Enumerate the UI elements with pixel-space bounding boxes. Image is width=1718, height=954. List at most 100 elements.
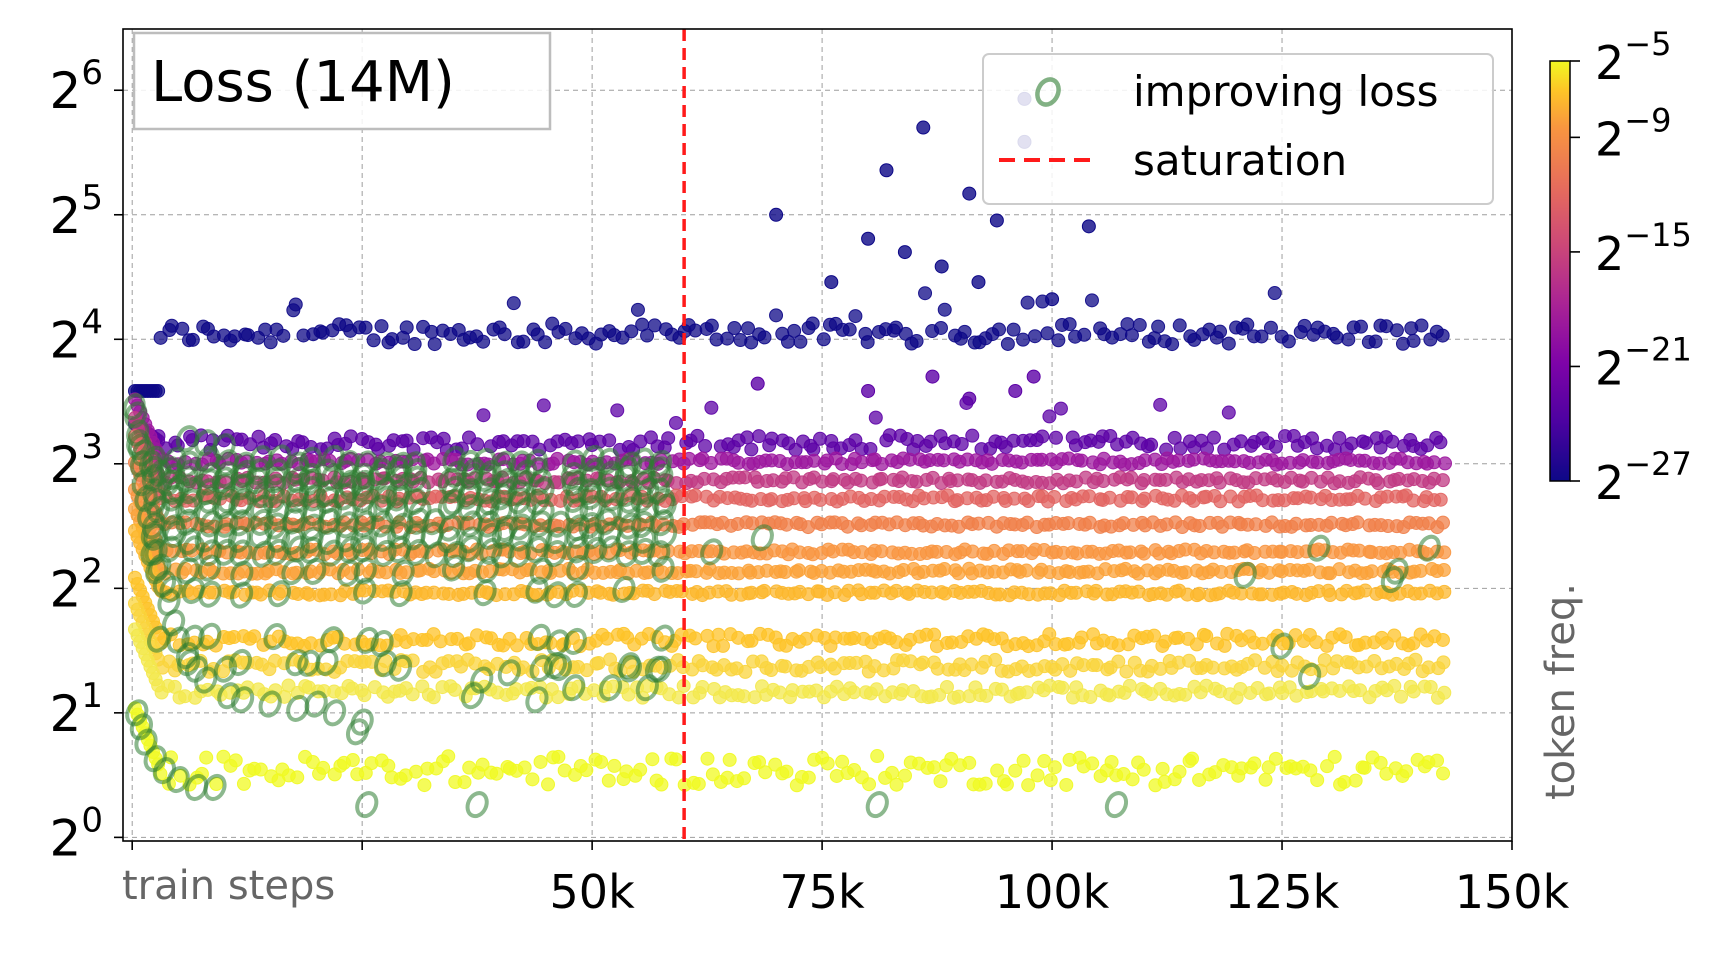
loss-point xyxy=(247,629,262,644)
loss-point xyxy=(889,777,904,792)
improving-loss-marker xyxy=(157,588,181,616)
loss-point-outlier xyxy=(962,391,977,406)
loss-point xyxy=(1213,324,1228,339)
loss-point xyxy=(1247,653,1262,668)
colorbar-tick-label: 2−5 xyxy=(1595,25,1671,90)
loss-point xyxy=(1037,754,1052,769)
improving-loss-marker xyxy=(265,538,289,566)
loss-point xyxy=(281,678,296,693)
colorbar: 2−5 2−9 2−15 2−21 2−27 token freq. xyxy=(1538,25,1692,800)
loss-point xyxy=(405,687,420,702)
loss-point xyxy=(253,762,268,777)
loss-point xyxy=(228,753,243,768)
loss-point xyxy=(654,777,669,792)
improving-loss-marker xyxy=(228,648,252,677)
loss-point xyxy=(1327,749,1342,764)
improving-loss-marker xyxy=(353,577,377,605)
loss-point xyxy=(992,322,1007,337)
improving-loss-marker xyxy=(1307,534,1331,562)
improving-loss-marker xyxy=(479,537,503,565)
loss-point-outlier xyxy=(934,259,949,274)
improving-loss-marker xyxy=(531,477,555,505)
loss-point xyxy=(475,757,490,772)
loss-point xyxy=(151,383,166,398)
loss-point xyxy=(1000,336,1015,351)
loss-point xyxy=(1199,629,1214,644)
loss-point xyxy=(1438,456,1453,471)
loss-point xyxy=(727,320,742,335)
improving-loss-marker xyxy=(750,524,774,552)
loss-point xyxy=(885,765,900,780)
loss-point xyxy=(461,636,476,651)
loss-point xyxy=(918,286,933,301)
loss-point xyxy=(1042,627,1057,642)
loss-point xyxy=(1352,683,1367,698)
improving-loss-marker xyxy=(370,630,394,658)
loss-point xyxy=(1172,764,1187,779)
improving-loss-marker xyxy=(230,686,255,714)
loss-point xyxy=(1048,430,1063,445)
loss-point xyxy=(1083,689,1098,704)
loss-point-outlier xyxy=(879,163,894,178)
loss-point xyxy=(988,652,1003,667)
loss-point xyxy=(1433,435,1448,450)
loss-point xyxy=(357,688,372,703)
loss-point xyxy=(669,752,684,767)
loss-point xyxy=(1051,333,1066,348)
loss-point xyxy=(607,758,622,773)
x-tick-label: 75k xyxy=(780,865,866,919)
improving-loss-marker xyxy=(865,791,889,819)
improving-loss-marker xyxy=(460,682,485,710)
loss-point xyxy=(668,415,683,430)
loss-point xyxy=(1136,762,1151,777)
loss-point xyxy=(1206,430,1221,445)
improving-loss-marker xyxy=(1298,662,1322,690)
loss-point xyxy=(1420,438,1435,453)
loss-point xyxy=(509,638,524,653)
loss-point xyxy=(1006,322,1021,337)
improving-loss-marker xyxy=(632,537,656,566)
loss-point xyxy=(517,760,532,775)
improving-loss-marker xyxy=(1104,791,1129,819)
loss-point xyxy=(744,442,759,457)
loss-point xyxy=(700,751,715,766)
improving-loss-marker xyxy=(159,575,183,603)
improving-loss-marker xyxy=(470,666,494,694)
loss-point xyxy=(820,756,835,771)
loss-point xyxy=(602,433,617,448)
loss-point xyxy=(624,324,639,339)
plot-frame xyxy=(122,28,1513,842)
loss-point xyxy=(1310,773,1325,788)
loss-point xyxy=(704,318,719,333)
loss-point xyxy=(516,334,531,349)
improving-loss-marker xyxy=(285,649,309,677)
loss-point xyxy=(601,773,616,788)
loss-point-outlier xyxy=(962,186,977,201)
loss-point xyxy=(263,335,278,350)
improving-loss-marker xyxy=(350,708,374,736)
loss-point xyxy=(846,685,861,700)
improving-loss-marker xyxy=(198,622,222,650)
loss-point xyxy=(1021,778,1036,793)
loss-point xyxy=(1435,515,1450,530)
loss-point xyxy=(538,335,553,350)
improving-loss-marker xyxy=(1270,632,1294,660)
loss-point xyxy=(1268,751,1283,766)
improving-loss-marker xyxy=(407,476,431,504)
loss-point xyxy=(1433,492,1448,507)
improving-loss-marker xyxy=(286,694,310,722)
loss-point xyxy=(690,428,705,443)
improving-loss-marker xyxy=(374,650,398,678)
improving-loss-marker xyxy=(566,554,590,582)
loss-point xyxy=(835,754,850,769)
loss-point xyxy=(1035,429,1050,444)
loss-point xyxy=(1144,437,1159,452)
loss-point xyxy=(366,333,381,348)
improving-loss-marker xyxy=(198,580,222,608)
improving-loss-marker xyxy=(489,497,513,525)
loss-point-outlier xyxy=(1045,292,1060,307)
improving-loss-marker xyxy=(543,652,567,680)
loss-point xyxy=(1085,756,1100,771)
improving-loss-marker xyxy=(338,536,362,564)
